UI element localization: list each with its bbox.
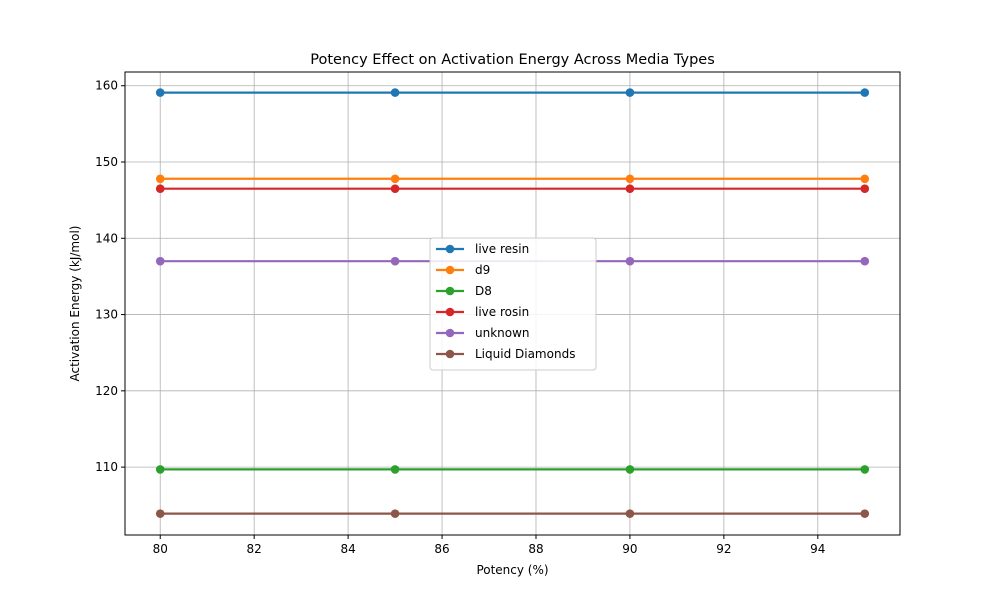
data-point bbox=[155, 465, 165, 474]
x-axis-title: Potency (%) bbox=[476, 563, 548, 577]
data-point bbox=[390, 174, 400, 184]
y-tick-label: 160 bbox=[95, 79, 118, 93]
data-point bbox=[860, 88, 870, 97]
data-point bbox=[390, 509, 400, 518]
data-point bbox=[625, 465, 635, 474]
legend-entry: Liquid Diamonds bbox=[436, 347, 575, 361]
legend-label: D8 bbox=[475, 284, 492, 298]
x-tick-label: 94 bbox=[810, 542, 825, 556]
legend-label: d9 bbox=[475, 263, 490, 277]
series-d9 bbox=[155, 174, 870, 184]
legend: live resin d9 D8 live rosin unknown Liquid Di… bbox=[429, 237, 597, 371]
legend-marker bbox=[445, 244, 455, 254]
x-tick-label: 86 bbox=[434, 542, 449, 556]
y-tick-label: 120 bbox=[95, 384, 118, 398]
plot-area-frame bbox=[124, 71, 901, 536]
y-axis-title: Activation Energy (kJ/mol) bbox=[68, 226, 82, 382]
data-point bbox=[860, 465, 870, 474]
x-tick-label: 84 bbox=[340, 542, 355, 556]
data-point bbox=[155, 88, 165, 97]
legend-entry: live resin bbox=[436, 242, 529, 256]
data-point bbox=[625, 256, 635, 266]
legend-entry: unknown bbox=[436, 326, 530, 340]
data-point bbox=[625, 509, 635, 518]
legend-entry: live rosin bbox=[436, 305, 529, 319]
legend-entry: d9 bbox=[436, 263, 490, 277]
legend-marker bbox=[445, 307, 455, 317]
data-point bbox=[625, 184, 635, 194]
legend-entry: D8 bbox=[436, 284, 492, 298]
series-live-rosin bbox=[155, 184, 870, 194]
data-point bbox=[390, 256, 400, 266]
x-tick-label: 88 bbox=[528, 542, 543, 556]
series-live-resin bbox=[155, 88, 870, 97]
series-group bbox=[155, 88, 870, 518]
data-point bbox=[155, 509, 165, 518]
data-point bbox=[625, 88, 635, 97]
legend-marker bbox=[445, 265, 455, 275]
axis-ticks: 80 82 84 86 88 90 92 94 110 120 130 140 150 160 bbox=[95, 79, 825, 556]
data-point bbox=[155, 184, 165, 194]
data-point bbox=[625, 174, 635, 184]
legend-label: live resin bbox=[475, 242, 529, 256]
legend-label: unknown bbox=[475, 326, 530, 340]
x-tick-label: 92 bbox=[716, 542, 731, 556]
x-tick-label: 90 bbox=[622, 542, 637, 556]
legend-marker bbox=[445, 328, 455, 338]
x-tick-label: 82 bbox=[247, 542, 262, 556]
y-tick-label: 110 bbox=[95, 460, 118, 474]
data-point bbox=[390, 88, 400, 97]
data-point bbox=[860, 174, 870, 184]
chart-title: Potency Effect on Activation Energy Acro… bbox=[310, 52, 715, 68]
y-tick-label: 130 bbox=[95, 308, 118, 322]
legend-marker bbox=[445, 286, 455, 296]
legend-label: Liquid Diamonds bbox=[475, 347, 575, 361]
y-tick-label: 150 bbox=[95, 155, 118, 169]
series-d8 bbox=[155, 465, 870, 474]
series-liquid-diamonds bbox=[155, 509, 870, 518]
data-point bbox=[860, 509, 870, 518]
legend-box bbox=[429, 237, 597, 371]
x-tick-label: 80 bbox=[153, 542, 168, 556]
legend-marker bbox=[445, 349, 455, 359]
data-point bbox=[155, 256, 165, 266]
data-point bbox=[155, 174, 165, 184]
data-point bbox=[860, 184, 870, 194]
data-point bbox=[390, 184, 400, 194]
data-point bbox=[390, 465, 400, 474]
data-point bbox=[860, 256, 870, 266]
legend-label: live rosin bbox=[475, 305, 529, 319]
y-tick-label: 140 bbox=[95, 231, 118, 245]
